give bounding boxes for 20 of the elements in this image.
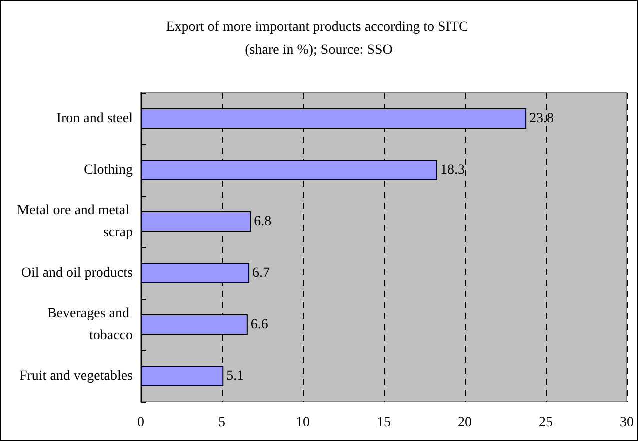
- x-tick-label: 30: [620, 416, 634, 430]
- chart-title: Export of more important products according to SITC (share in %); Source: SSO: [166, 20, 472, 58]
- data-label: 5.1: [226, 368, 244, 384]
- x-tick-label: 0: [138, 416, 144, 430]
- x-tick-label: 10: [296, 416, 310, 430]
- x-tick-label: 5: [218, 416, 226, 430]
- data-label: 6.8: [254, 214, 272, 230]
- y-tick-label: Fruit and vegetables: [19, 368, 133, 384]
- data-label: 18.3: [440, 162, 465, 178]
- x-tick-label: 25: [539, 416, 553, 430]
- y-tick-label: Oil and oil products: [21, 266, 133, 281]
- y-tick-label: Beverages and tobacco: [47, 306, 133, 344]
- x-tick-label: 20: [458, 416, 472, 430]
- data-label: 23.8: [530, 111, 554, 126]
- y-tick-label: Metal ore and metal scrap: [17, 203, 133, 240]
- y-tick-label: Clothing: [84, 162, 133, 178]
- data-label: 6.6: [250, 317, 268, 332]
- x-tick-label: 15: [377, 416, 391, 430]
- y-tick-label: Iron and steel: [56, 111, 134, 126]
- data-label: 6.7: [252, 266, 270, 281]
